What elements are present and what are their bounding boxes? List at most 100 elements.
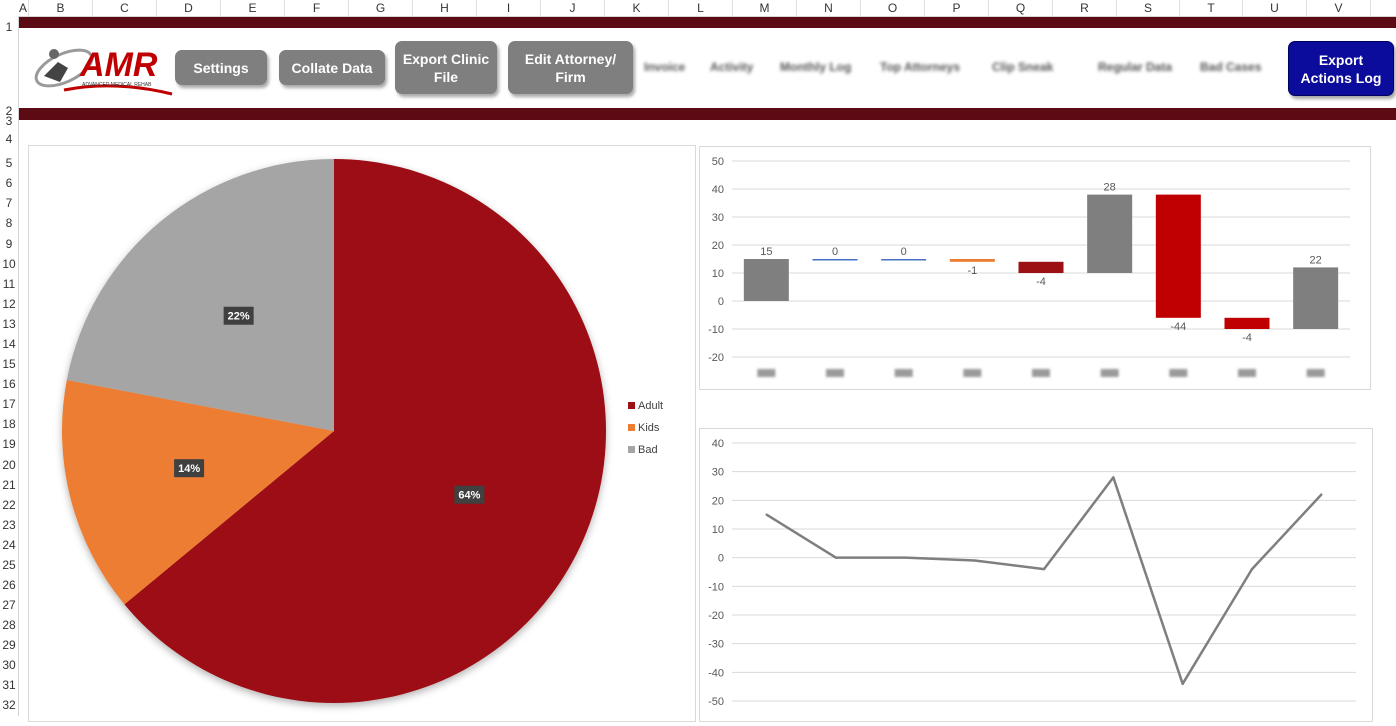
row-header-3[interactable]: 3 [5,114,13,128]
column-header-b[interactable]: B [29,0,93,16]
settings-button[interactable]: Settings [175,50,267,85]
row-header-30[interactable]: 30 [2,658,16,672]
column-header-j[interactable]: J [541,0,605,16]
row-header-9[interactable]: 9 [5,237,13,251]
column-header-t[interactable]: T [1180,0,1243,16]
line-point[interactable] [834,556,838,559]
row-header-25[interactable]: 25 [2,558,16,572]
row-header-22[interactable]: 22 [2,498,16,512]
waterfall-bar[interactable] [1155,194,1201,318]
line-point[interactable] [765,513,768,516]
row-header-5[interactable]: 5 [5,156,13,170]
column-header-i[interactable]: I [477,0,541,16]
column-header-o[interactable]: O [861,0,925,16]
row-header-28[interactable]: 28 [2,618,16,632]
row-header-15[interactable]: 15 [2,357,16,371]
legend-swatch-bad [628,446,635,453]
row-header-18[interactable]: 18 [2,417,16,431]
pie-slice-kids[interactable] [62,380,335,605]
nav-link-clip-sneak[interactable]: Clip Sneak [992,60,1054,74]
column-header-l[interactable]: L [669,0,733,16]
line-point[interactable] [1320,493,1323,496]
nav-link-monthly-log[interactable]: Monthly Log [780,60,852,74]
line-point[interactable] [1250,567,1254,571]
row-header-8[interactable]: 8 [5,216,13,230]
row-header-21[interactable]: 21 [2,478,16,492]
y-tick-label: 0 [718,553,724,565]
waterfall-data-label: 15 [760,246,772,258]
column-header-r[interactable]: R [1053,0,1117,16]
row-header-14[interactable]: 14 [2,337,16,351]
row-header-6[interactable]: 6 [5,176,13,190]
row-header-16[interactable]: 16 [2,377,16,391]
line-point[interactable] [904,556,907,559]
column-header-g[interactable]: G [349,0,413,16]
column-header-d[interactable]: D [157,0,221,16]
collate-data-button[interactable]: Collate Data [279,50,385,85]
column-header-q[interactable]: Q [989,0,1053,16]
waterfall-bar[interactable] [1018,261,1064,273]
waterfall-data-label: -44 [1170,321,1186,333]
waterfall-bar[interactable] [1087,194,1133,273]
row-header-1[interactable]: 1 [5,20,13,34]
column-header-e[interactable]: E [221,0,285,16]
row-header-12[interactable]: 12 [2,297,16,311]
waterfall-bar[interactable] [1293,267,1339,329]
column-header-a[interactable]: A [18,0,29,16]
row-header-13[interactable]: 13 [2,317,16,331]
row-header-27[interactable]: 27 [2,598,16,612]
row-header-29[interactable]: 29 [2,638,16,652]
nav-link-bad-cases[interactable]: Bad Cases [1200,60,1262,74]
nav-link-activity[interactable]: Activity [710,60,754,74]
pie-slice-bad[interactable] [66,159,334,431]
edit-attorney-firm-button[interactable]: Edit Attorney/ Firm [508,41,633,94]
nav-link-invoice[interactable]: Invoice [644,60,686,74]
nav-link-top-attorneys[interactable]: Top Attorneys [880,60,960,74]
column-header-v[interactable]: V [1307,0,1371,16]
waterfall-bar[interactable] [1224,317,1270,329]
column-header-n[interactable]: N [797,0,861,16]
x-tick-label-redacted [1169,369,1188,377]
row-header-19[interactable]: 19 [2,437,16,451]
row-header-4[interactable]: 4 [5,132,13,146]
column-header-s[interactable]: S [1117,0,1180,16]
pie-data-label-bg [454,485,485,504]
row-header-7[interactable]: 7 [5,196,13,210]
row-header-23[interactable]: 23 [2,518,16,532]
waterfall-bar[interactable] [812,259,858,261]
waterfall-bar[interactable] [743,259,789,301]
row-header-20[interactable]: 20 [2,458,16,472]
pie-data-label-bg [174,459,205,478]
row-header-32[interactable]: 32 [2,698,16,712]
column-header-k[interactable]: K [605,0,669,16]
nav-link-regular-data[interactable]: Regular Data [1098,60,1173,74]
row-header-2[interactable]: 2 [5,104,13,118]
column-header-p[interactable]: P [925,0,989,16]
x-tick-label-redacted [963,369,982,377]
row-header-10[interactable]: 10 [2,257,16,271]
column-header-f[interactable]: F [285,0,349,16]
waterfall-bar[interactable] [949,259,995,262]
line-point[interactable] [973,559,976,562]
row-header-24[interactable]: 24 [2,538,16,552]
pie-slice-adult[interactable] [124,159,606,703]
row-header-17[interactable]: 17 [2,397,16,411]
pie-chart-area[interactable]: 64% 14% 22% Adult Kids Bad [28,145,696,722]
waterfall-bar[interactable] [881,259,927,261]
row-header-11[interactable]: 11 [2,277,16,291]
line-point[interactable] [1042,567,1046,571]
line-chart-area[interactable]: 40 30 20 10 0 -10 -20 -30 -40 -50 [699,428,1373,722]
column-header-m[interactable]: M [733,0,797,16]
line-point[interactable] [1181,682,1184,685]
waterfall-chart-area[interactable]: 50 40 30 20 10 0 -10 -20 15 0 0 -1 -4 28 -44 -4 22 [699,146,1371,390]
column-header-c[interactable]: C [93,0,157,16]
column-header-u[interactable]: U [1243,0,1307,16]
export-actions-log-button[interactable]: Export Actions Log [1288,41,1394,96]
export-clinic-file-button[interactable]: Export Clinic File [395,41,497,94]
column-header-h[interactable]: H [413,0,477,16]
row-header-31[interactable]: 31 [2,678,16,692]
row-header-26[interactable]: 26 [2,578,16,592]
y-tick-label: -10 [708,581,724,593]
line-series[interactable] [766,476,1323,686]
line-point[interactable] [1112,476,1115,479]
